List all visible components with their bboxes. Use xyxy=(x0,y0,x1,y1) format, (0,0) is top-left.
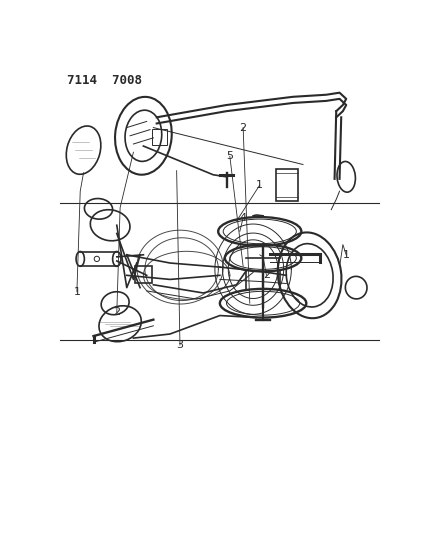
Text: 3: 3 xyxy=(176,340,184,350)
Text: 5: 5 xyxy=(227,151,233,161)
Text: 1: 1 xyxy=(343,250,350,260)
Text: 1: 1 xyxy=(73,287,80,297)
Text: 2: 2 xyxy=(113,307,121,317)
Text: 7114  7008: 7114 7008 xyxy=(67,74,142,87)
Text: 2: 2 xyxy=(239,123,247,133)
Text: 4: 4 xyxy=(239,213,247,223)
Text: 1: 1 xyxy=(256,180,263,190)
Text: 2: 2 xyxy=(263,270,270,280)
